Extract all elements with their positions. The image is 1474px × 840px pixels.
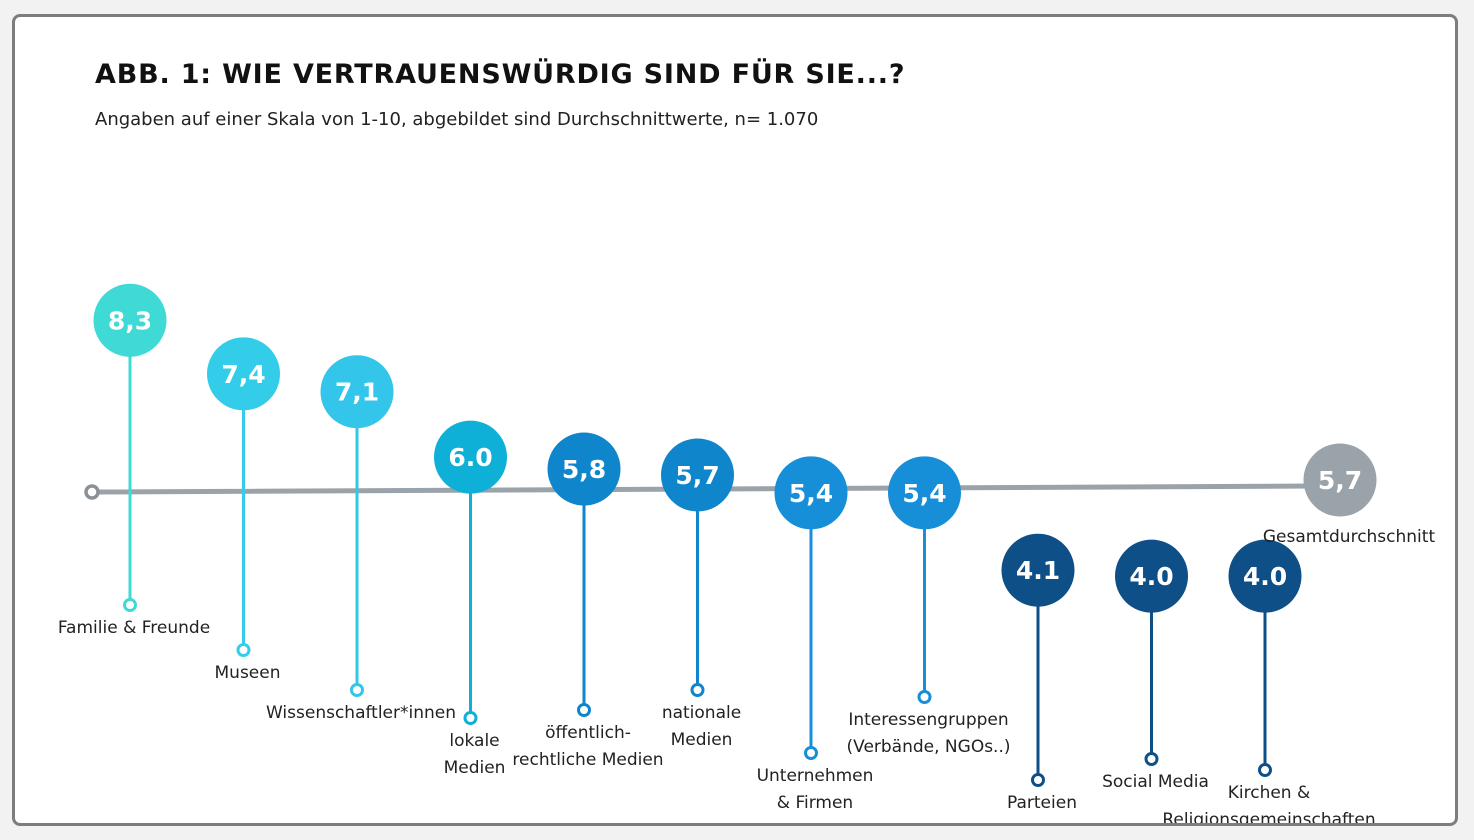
value-label: 8,3: [108, 306, 152, 335]
value-label: 5,4: [902, 479, 946, 508]
category-label: Kirchen &: [1228, 783, 1311, 803]
lollipop-base-marker: [1144, 752, 1159, 766]
value-label: 6.0: [448, 443, 492, 472]
value-bubble: [661, 438, 734, 512]
category-label: Wissenschaftler*innen: [266, 703, 456, 723]
value-bubble: [547, 432, 621, 506]
category-label: Familie & Freunde: [58, 618, 210, 638]
lollipop-base-marker: [804, 746, 818, 760]
lollipop-base-marker: [577, 703, 591, 717]
value-bubble: [888, 456, 961, 530]
lollipop-base-marker: [350, 683, 364, 697]
lollipop-base-marker: [1258, 763, 1272, 777]
lollipop-base-marker: [690, 683, 705, 697]
value-bubble: [320, 355, 394, 429]
category-label: Social Media: [1102, 772, 1209, 792]
value-label: 7,4: [221, 360, 265, 389]
value-label: 5,7: [675, 461, 719, 490]
category-label: (Verbände, NGOs..): [847, 737, 1011, 757]
average-line-start-marker: [84, 484, 100, 500]
value-label: 5,4: [789, 479, 833, 508]
chart-title: ABB. 1: WIE VERTRAUENSWÜRDIG SIND FÜR SI…: [95, 59, 906, 90]
value-label: 4.1: [1016, 556, 1060, 585]
lollipop-base-marker: [236, 643, 251, 657]
lollipop-base-marker: [463, 711, 478, 725]
lollipop-base-marker: [1031, 773, 1045, 787]
chart-frame: ABB. 1: WIE VERTRAUENSWÜRDIG SIND FÜR SI…: [12, 14, 1458, 826]
average-label: Gesamtdurchschnitt: [1263, 527, 1436, 547]
category-label: rechtliche Medien: [512, 750, 663, 770]
category-label: Unternehmen: [757, 766, 874, 786]
category-label: nationale: [662, 703, 741, 723]
category-label: Religionsgemeinschaften: [1162, 810, 1375, 823]
value-label: 7,1: [335, 378, 379, 407]
category-label: Medien: [671, 730, 733, 750]
chart-subtitle: Angaben auf einer Skala von 1-10, abgebi…: [95, 109, 819, 130]
category-label: öffentlich-: [545, 723, 631, 743]
value-bubble: [434, 420, 507, 494]
value-label: 4.0: [1243, 562, 1287, 591]
value-bubble: [207, 337, 280, 411]
category-label: Parteien: [1007, 793, 1077, 813]
average-value-label: 5,7: [1318, 466, 1362, 495]
category-label: Medien: [444, 758, 506, 778]
lollipop-chart: 8,3 Familie & Freunde 7,4 Museen 7,1 Wissensc…: [58, 283, 1436, 823]
category-label: Interessengruppen: [848, 710, 1008, 730]
value-label: 5,8: [562, 455, 606, 484]
value-label: 4.0: [1129, 562, 1173, 591]
category-label: & Firmen: [777, 793, 853, 813]
value-bubble: [1115, 539, 1188, 613]
category-label: lokale: [449, 731, 499, 751]
lollipop-base-marker: [123, 598, 137, 612]
value-bubble: [93, 283, 167, 357]
category-label: Museen: [215, 663, 281, 683]
lollipop-base-marker: [917, 690, 932, 704]
value-bubble: [1001, 533, 1075, 607]
average-bubble: [1303, 443, 1377, 517]
value-bubble: [1228, 539, 1302, 613]
value-bubble: [774, 456, 848, 530]
